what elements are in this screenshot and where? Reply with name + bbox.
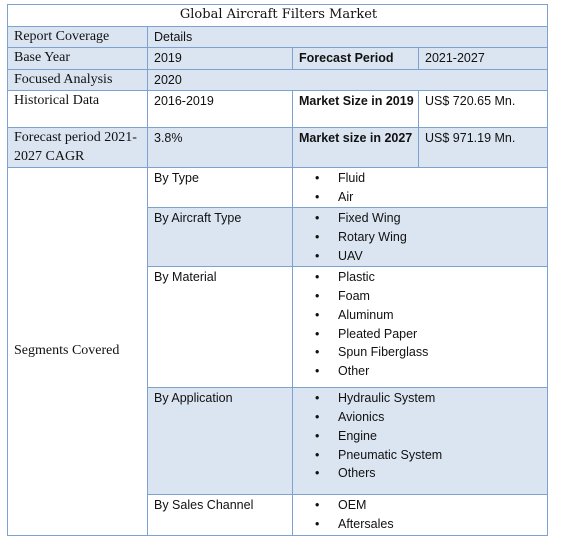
- label-forecast-cagr: Forecast period 2021-2027 CAGR: [7, 127, 148, 168]
- segment-item: • OEM: [299, 496, 543, 515]
- bullet-icon: •: [315, 466, 320, 481]
- segment-item-label: Foam: [338, 289, 370, 304]
- label-focused-analysis: Focused Analysis: [7, 68, 148, 91]
- bullet-icon: •: [315, 270, 320, 285]
- value-market-size-2027: US$ 971.19 Mn.: [418, 127, 548, 168]
- segment-item: • Pleated Paper: [299, 325, 543, 344]
- label-forecast-period: Forecast Period: [292, 47, 419, 70]
- segment-item: • Foam: [299, 287, 543, 306]
- bullet-icon: •: [315, 498, 320, 513]
- segment-item: • Rotary Wing: [299, 228, 543, 247]
- segment-item-label: Air: [338, 189, 354, 204]
- segment-item: • Aluminum: [299, 306, 543, 325]
- bullet-icon: •: [315, 189, 320, 204]
- segment-item-label: Pneumatic System: [338, 447, 443, 462]
- segment-name-by-sales-channel: By Sales Channel: [147, 494, 293, 536]
- bullet-icon: •: [315, 211, 320, 226]
- segment-item-label: Rotary Wing: [338, 230, 407, 245]
- label-base-year: Base Year: [7, 47, 148, 70]
- label-market-size-2019: Market Size in 2019: [292, 90, 419, 128]
- bullet-icon: •: [315, 307, 320, 322]
- bullet-icon: •: [315, 230, 320, 245]
- bullet-icon: •: [315, 345, 320, 360]
- segment-item: • UAV: [299, 247, 543, 266]
- label-segments-covered: Segments Covered: [7, 167, 148, 536]
- segment-item-label: Other: [338, 363, 370, 378]
- segment-item: • Spun Fiberglass: [299, 343, 543, 362]
- segment-item: • Hydraulic System: [299, 389, 543, 408]
- segment-item-label: Engine: [338, 428, 377, 443]
- segment-item-label: Spun Fiberglass: [338, 345, 429, 360]
- segment-item: • Aftersales: [299, 515, 543, 534]
- report-coverage-table: Global Aircraft Filters Market Report Co…: [7, 4, 548, 536]
- segment-item-label: Hydraulic System: [338, 391, 436, 406]
- segment-item-label: Pleated Paper: [338, 326, 418, 341]
- table-title: Global Aircraft Filters Market: [7, 4, 548, 27]
- segment-items-by-aircraft-type: • Fixed Wing • Rotary Wing • UAV: [292, 207, 548, 268]
- segment-item-label: Plastic: [338, 270, 375, 285]
- segment-item: • Avionics: [299, 408, 543, 427]
- segment-name-by-type: By Type: [147, 166, 293, 209]
- bullet-icon: •: [315, 447, 320, 462]
- segment-items-by-application: • Hydraulic System • Avionics • Engine • Pne…: [292, 387, 548, 496]
- header-details: Details: [147, 25, 548, 48]
- value-forecast-period: 2021-2027: [418, 47, 548, 70]
- segment-items-by-material: • Plastic • Foam • Aluminum • Pleated Paper …: [292, 266, 548, 389]
- segment-items-by-sales-channel: • OEM • Aftersales: [292, 494, 548, 536]
- segment-items-by-type: • Fluid • Air: [292, 166, 548, 209]
- segment-item-label: UAV: [338, 248, 363, 263]
- segment-item: • Engine: [299, 427, 543, 446]
- value-market-size-2019: US$ 720.65 Mn.: [418, 90, 548, 128]
- bullet-icon: •: [315, 391, 320, 406]
- report-coverage-table-container: Global Aircraft Filters Market Report Co…: [7, 4, 548, 536]
- bullet-icon: •: [315, 363, 320, 378]
- segment-item-label: Others: [338, 466, 376, 481]
- bullet-icon: •: [315, 171, 320, 185]
- segment-item: • Plastic: [299, 268, 543, 287]
- segment-item-label: Avionics: [338, 410, 385, 425]
- value-focused-analysis: 2020: [147, 68, 548, 91]
- value-cagr: 3.8%: [147, 127, 293, 168]
- bullet-icon: •: [315, 248, 320, 263]
- bullet-icon: •: [315, 428, 320, 443]
- segment-item-label: Aluminum: [338, 307, 394, 322]
- bullet-icon: •: [315, 289, 320, 304]
- header-report-coverage: Report Coverage: [7, 25, 148, 48]
- segment-item-label: Fixed Wing: [338, 211, 401, 226]
- segment-name-by-application: By Application: [147, 387, 293, 496]
- label-market-size-2027: Market size in 2027: [292, 127, 419, 168]
- bullet-icon: •: [315, 326, 320, 341]
- segment-item-label: Aftersales: [338, 517, 394, 532]
- segment-item-label: OEM: [338, 498, 367, 513]
- bullet-icon: •: [315, 410, 320, 425]
- segment-item: • Fluid: [299, 169, 543, 188]
- value-base-year: 2019: [147, 47, 293, 70]
- segment-item: • Air: [299, 188, 543, 207]
- bullet-icon: •: [315, 517, 320, 532]
- segment-item-label: Fluid: [338, 171, 366, 185]
- value-historical-data: 2016-2019: [147, 90, 293, 128]
- segment-name-by-material: By Material: [147, 266, 293, 389]
- segment-item: • Pneumatic System: [299, 446, 543, 465]
- segment-name-by-aircraft-type: By Aircraft Type: [147, 207, 293, 268]
- segment-item: • Fixed Wing: [299, 209, 543, 228]
- segment-item: • Others: [299, 464, 543, 483]
- segment-item: • Other: [299, 362, 543, 381]
- label-historical-data: Historical Data: [7, 90, 148, 128]
